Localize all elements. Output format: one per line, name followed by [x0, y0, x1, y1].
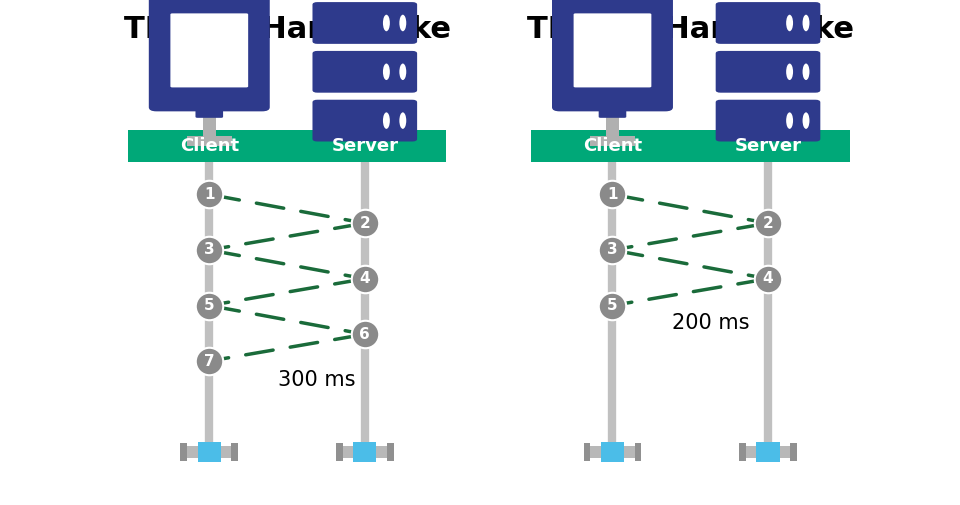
Bar [756, 442, 780, 462]
Bar [531, 130, 850, 162]
Ellipse shape [399, 64, 406, 80]
Bar [790, 443, 797, 461]
FancyBboxPatch shape [313, 99, 417, 141]
FancyBboxPatch shape [149, 0, 270, 112]
Text: 7: 7 [204, 354, 215, 369]
Text: 6: 6 [359, 327, 371, 342]
Text: Client: Client [180, 137, 239, 155]
Bar [336, 446, 394, 458]
FancyBboxPatch shape [196, 107, 223, 118]
Ellipse shape [383, 112, 390, 129]
FancyBboxPatch shape [716, 2, 820, 44]
Bar [635, 443, 641, 461]
Bar [601, 442, 624, 462]
Bar [584, 443, 590, 461]
Text: 4: 4 [359, 271, 371, 286]
Ellipse shape [786, 15, 793, 31]
Ellipse shape [786, 64, 793, 80]
FancyBboxPatch shape [313, 51, 417, 93]
FancyBboxPatch shape [716, 51, 820, 93]
Text: 5: 5 [204, 298, 215, 313]
Text: 3: 3 [607, 242, 618, 258]
Bar [187, 136, 231, 146]
Bar [180, 446, 238, 458]
Text: TLS 1.3 Handshake: TLS 1.3 Handshake [527, 15, 853, 44]
Text: 200 ms: 200 ms [672, 313, 750, 333]
Text: Server: Server [734, 137, 802, 155]
Text: TLS 1.2 Handshake: TLS 1.2 Handshake [124, 15, 450, 44]
Text: 2: 2 [762, 216, 774, 231]
Text: Server: Server [331, 137, 398, 155]
FancyBboxPatch shape [170, 13, 248, 87]
Text: 4: 4 [762, 271, 774, 286]
Bar [739, 446, 797, 458]
Bar [198, 442, 221, 462]
Bar [590, 136, 635, 146]
Ellipse shape [803, 112, 809, 129]
Text: Client: Client [583, 137, 642, 155]
FancyBboxPatch shape [552, 0, 673, 112]
Ellipse shape [786, 112, 793, 129]
Bar [353, 442, 376, 462]
Text: 1: 1 [204, 187, 214, 202]
Bar [128, 130, 446, 162]
Bar [231, 443, 238, 461]
Text: 1: 1 [608, 187, 617, 202]
Text: 300 ms: 300 ms [278, 370, 356, 390]
Ellipse shape [383, 64, 390, 80]
Bar [763, 139, 773, 161]
Bar [180, 443, 187, 461]
Ellipse shape [399, 112, 406, 129]
Ellipse shape [399, 15, 406, 31]
Bar [387, 443, 394, 461]
Bar [203, 108, 216, 136]
FancyBboxPatch shape [313, 2, 417, 44]
Ellipse shape [383, 15, 390, 31]
Bar [336, 443, 343, 461]
Bar [360, 139, 370, 161]
Bar [584, 446, 641, 458]
Ellipse shape [803, 15, 809, 31]
Bar [739, 443, 746, 461]
FancyBboxPatch shape [599, 107, 626, 118]
Text: 5: 5 [607, 298, 618, 313]
Text: 3: 3 [204, 242, 215, 258]
Text: 2: 2 [359, 216, 371, 231]
Ellipse shape [803, 64, 809, 80]
Bar [606, 108, 619, 136]
FancyBboxPatch shape [574, 13, 651, 87]
FancyBboxPatch shape [716, 99, 820, 141]
